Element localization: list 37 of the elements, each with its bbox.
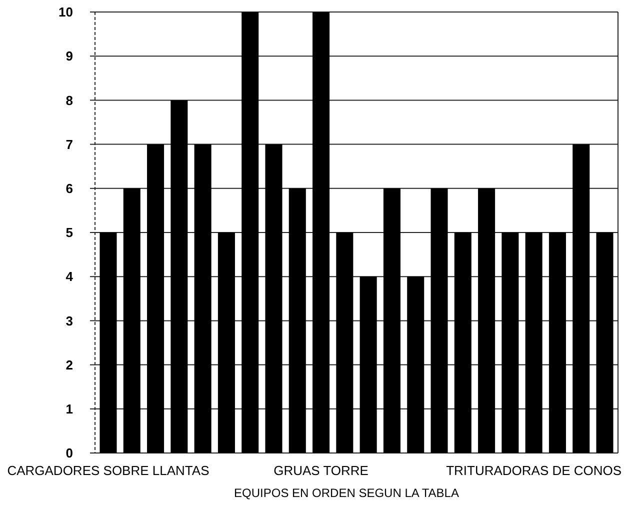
y-tick-label: 8 [66, 92, 73, 108]
bar [360, 276, 377, 453]
x-tick-label: GRUAS TORRE [274, 463, 369, 478]
bar [383, 188, 400, 453]
y-tick-label: 4 [66, 269, 74, 284]
bar [170, 100, 188, 453]
bar [336, 232, 354, 453]
y-tick-label: 5 [66, 225, 73, 240]
bar [572, 144, 590, 453]
y-tick-label: 3 [66, 313, 73, 328]
bar [218, 232, 235, 453]
bar [242, 12, 259, 453]
bar [147, 144, 164, 453]
bar [312, 12, 330, 453]
y-tick-label: 7 [66, 136, 73, 152]
bar [430, 188, 448, 453]
y-tick-label: 1 [66, 401, 73, 416]
bar [478, 188, 496, 453]
bar [288, 188, 306, 453]
bar [194, 144, 212, 453]
bar [123, 188, 140, 453]
y-tick-label: 6 [66, 180, 73, 196]
bar [525, 232, 542, 453]
bar [265, 144, 282, 453]
bar [548, 232, 566, 453]
bar [454, 232, 472, 453]
bar [100, 232, 117, 453]
bar [596, 232, 614, 453]
bar [407, 276, 424, 453]
x-tick-label: CARGADORES SOBRE LLANTAS [7, 463, 210, 478]
y-tick-label: 2 [66, 357, 73, 372]
y-tick-label: 9 [66, 48, 73, 64]
x-tick-label: TRITURADORAS DE CONOS [446, 463, 622, 478]
x-axis-title: EQUIPOS EN ORDEN SEGUN LA TABLA [234, 486, 459, 500]
y-tick-label: 10 [58, 4, 73, 20]
y-tick-label: 0 [66, 446, 73, 461]
bar [502, 232, 519, 453]
